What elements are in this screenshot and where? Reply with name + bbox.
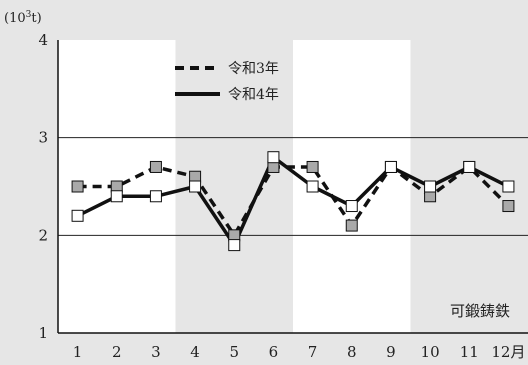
y-tick-label-2: 2 [38,226,48,244]
series-2-point-10 [424,180,437,193]
series-1-point-3 [149,160,162,173]
legend-label-1: 令和3年 [228,61,279,77]
annotation-label: 可鍛鋳鉄 [450,302,510,320]
series-2-point-1 [71,209,84,222]
x-tick-label-11: 11 [460,343,479,361]
x-tick-label-9: 9 [386,343,396,361]
series-2-point-5 [228,239,241,252]
series-2-point-8 [345,200,358,213]
series-2-point-7 [306,180,319,193]
x-tick-label-4: 4 [190,343,200,361]
series-2-point-3 [149,190,162,203]
x-tick-label-10: 10 [421,343,440,361]
series-1-point-8 [345,219,358,232]
series-2-point-6 [267,151,280,164]
x-tick-label-12: 12月 [491,343,525,361]
unit-label: (103t) [4,10,42,26]
series-1-point-12 [502,200,515,213]
series-2-point-12 [502,180,515,193]
x-tick-label-3: 3 [151,343,161,361]
series-2-point-4 [189,180,202,193]
x-tick-label-6: 6 [269,343,279,361]
series-2-point-11 [463,160,476,173]
y-tick-label-3: 3 [38,129,48,147]
x-tick-label-8: 8 [347,343,357,361]
x-tick-label-1: 1 [73,343,83,361]
y-tick-label-4: 4 [38,31,48,49]
series-2-point-9 [384,160,397,173]
series-line-2 [76,155,510,247]
x-tick-label-5: 5 [229,343,239,361]
legend-label-2: 令和4年 [228,87,279,103]
x-tick-label-7: 7 [308,343,318,361]
series-1-point-1 [71,180,84,193]
y-tick-label-1: 1 [38,324,48,342]
series-1-point-7 [306,160,319,173]
series-2-point-2 [110,190,123,203]
series-line-1 [77,165,510,238]
x-tick-label-2: 2 [112,343,122,361]
